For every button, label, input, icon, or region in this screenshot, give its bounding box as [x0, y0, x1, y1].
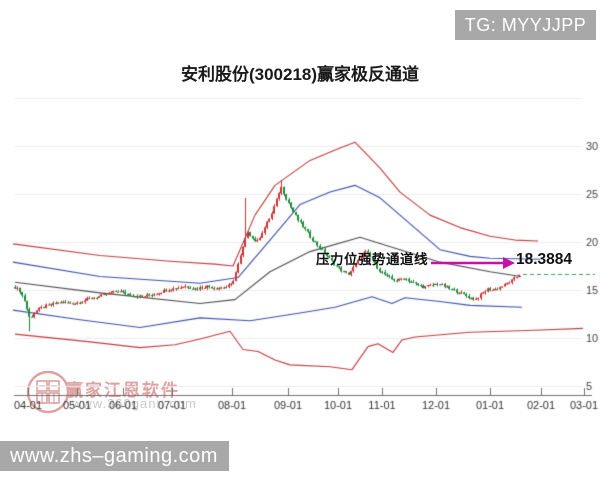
annotation-value: 18.3884 — [516, 251, 573, 268]
tg-badge: TG: MYYJJPP — [455, 10, 596, 40]
arrow-right-icon — [431, 257, 515, 269]
annotation-label: 压力位强势通道线 — [316, 252, 428, 267]
chart-title: 安利股份(300218)赢家极反通道 — [180, 65, 420, 84]
candlestick-chart — [0, 0, 600, 435]
bottom-url-bar: www.zhs–gaming.com — [0, 441, 229, 471]
